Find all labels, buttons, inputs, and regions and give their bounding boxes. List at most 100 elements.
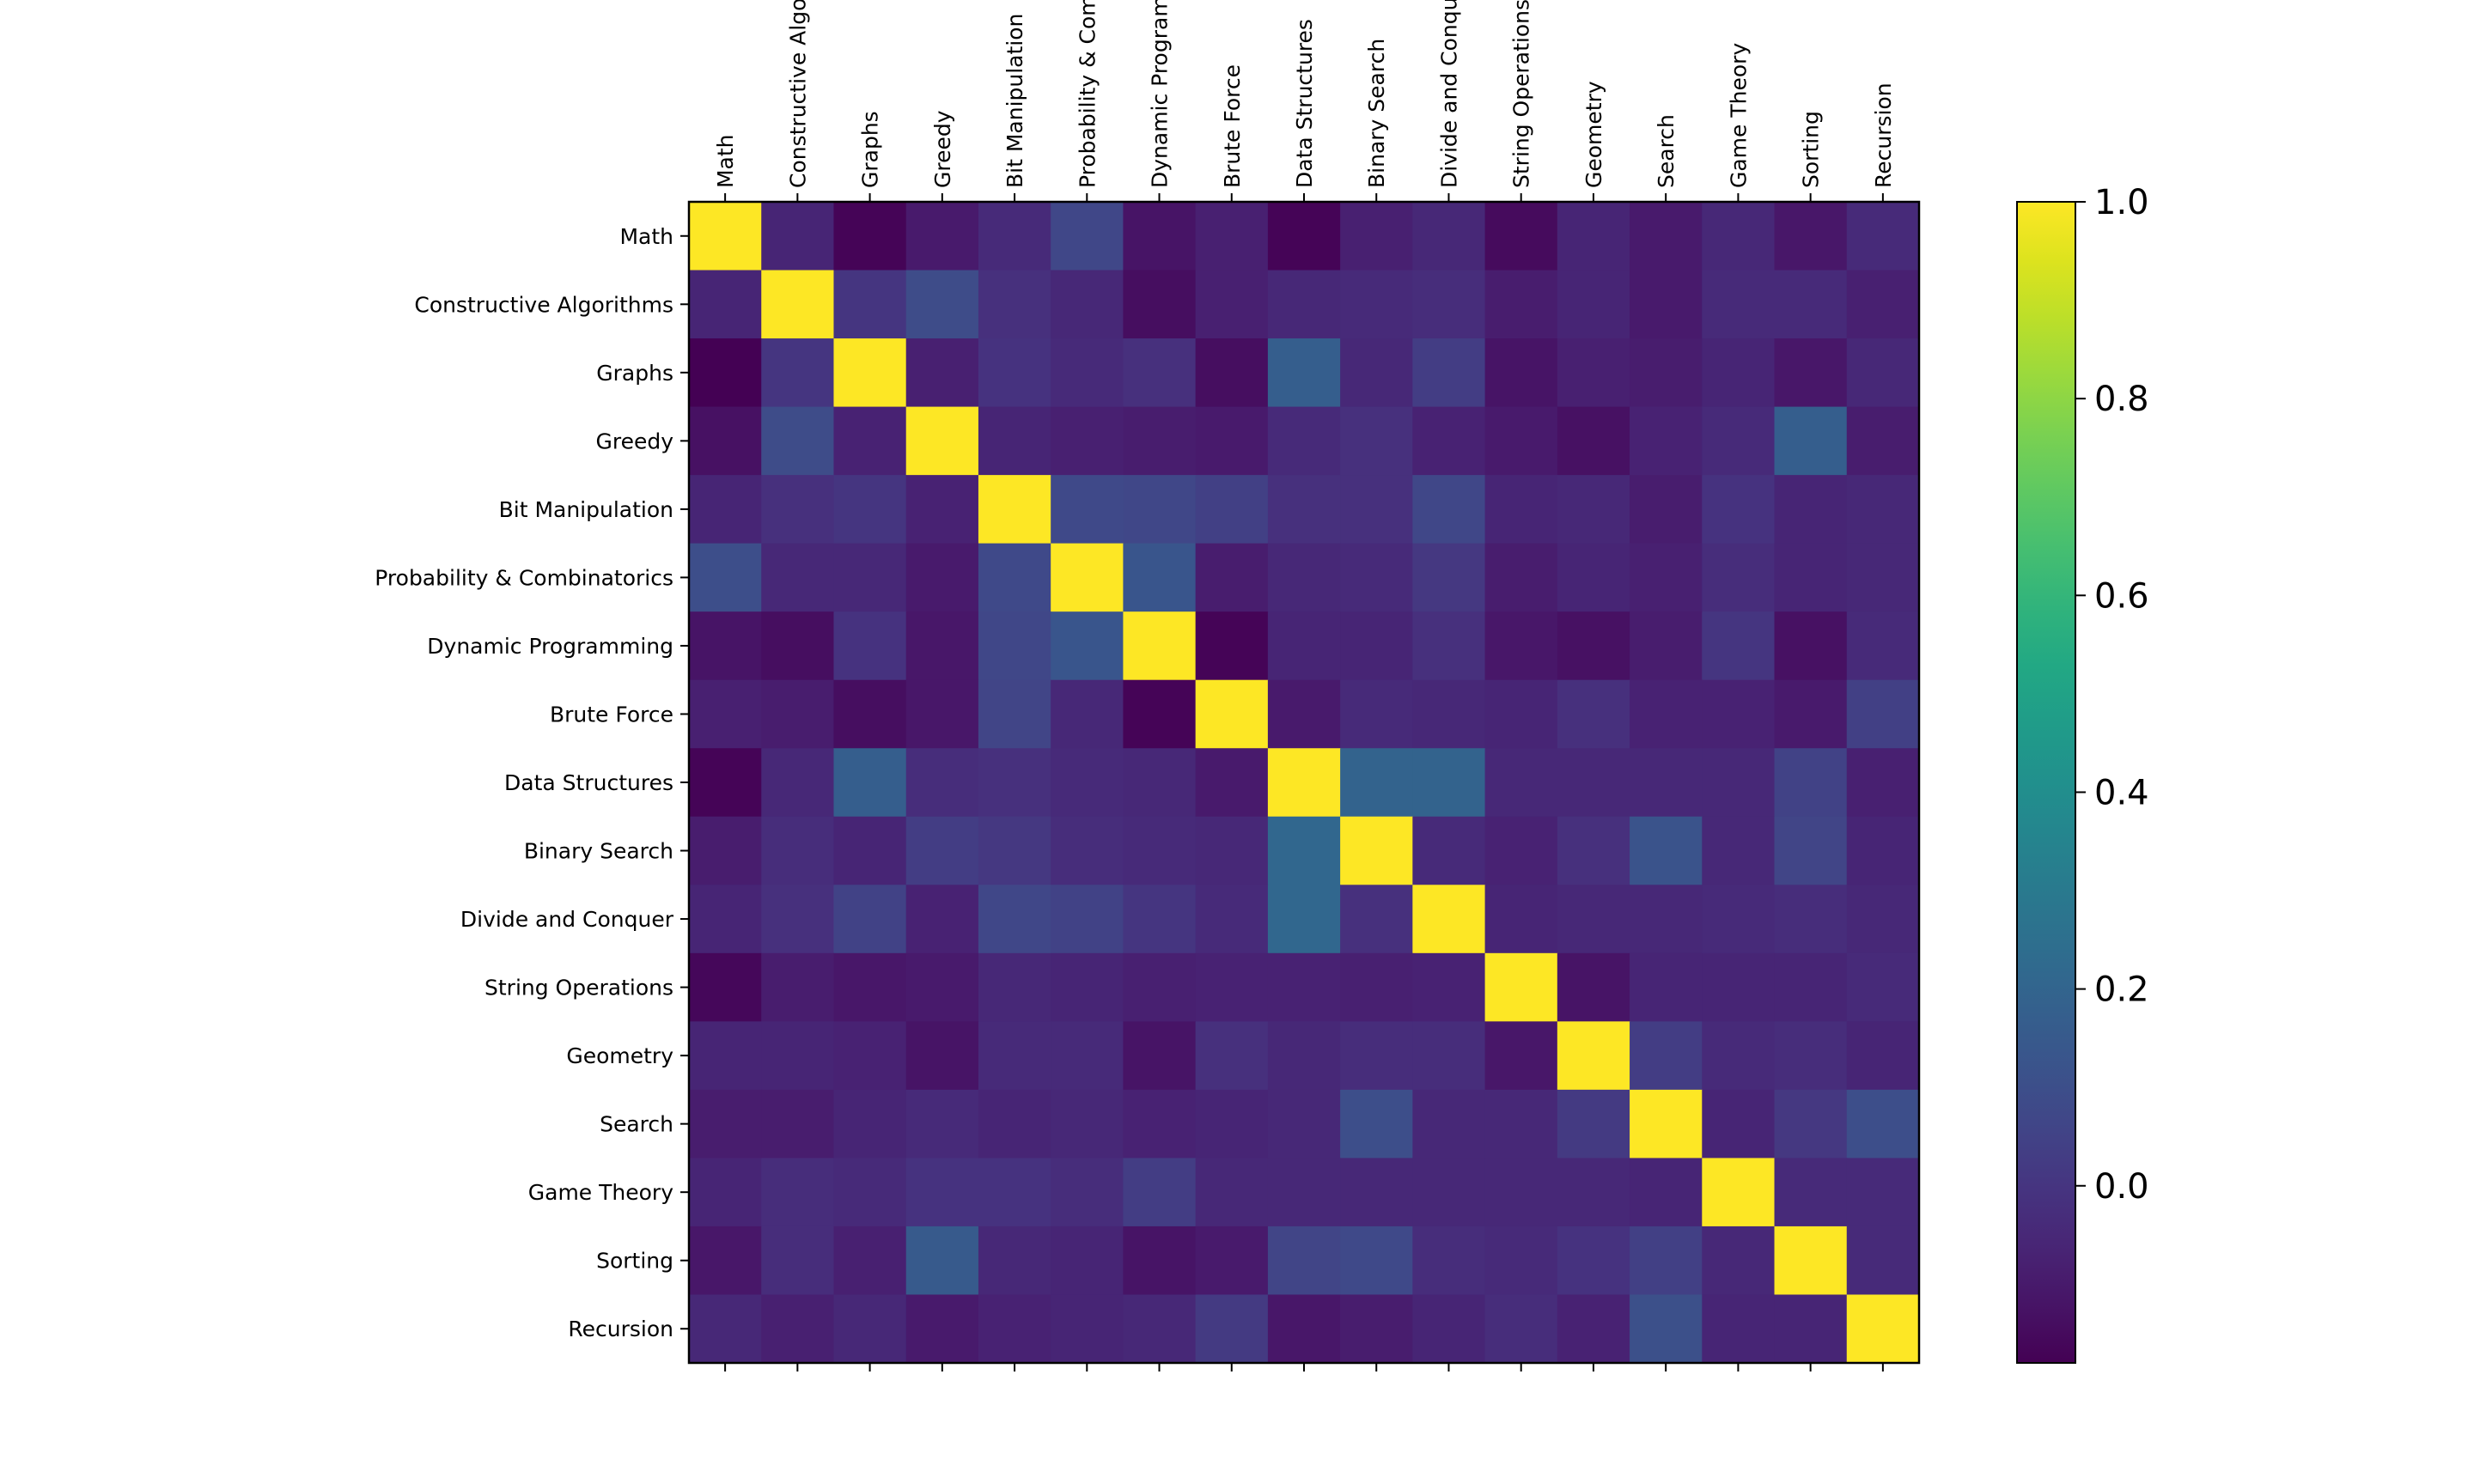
heatmap-cell [1846, 1226, 1920, 1296]
heatmap-cell [1412, 475, 1486, 544]
heatmap-cell [905, 475, 979, 544]
heatmap-cell [1846, 543, 1920, 612]
heatmap-cell [833, 611, 907, 681]
heatmap-cell [1412, 1294, 1486, 1364]
heatmap-cell [1557, 338, 1630, 408]
heatmap-cell [689, 885, 762, 954]
heatmap-cell [1774, 475, 1848, 544]
x-tick-label: Recursion [1871, 82, 1896, 188]
heatmap-cell [1195, 611, 1269, 681]
heatmap-cell [1051, 952, 1124, 1022]
heatmap-cell [1267, 1294, 1341, 1364]
heatmap-cell [1846, 270, 1920, 339]
y-tick-label: Data Structures [504, 770, 673, 795]
heatmap-cell [1267, 1226, 1341, 1296]
heatmap-cell [1774, 338, 1848, 408]
heatmap-cell [1557, 1294, 1630, 1364]
heatmap-cell [1630, 543, 1703, 612]
heatmap-cell [905, 1226, 979, 1296]
heatmap-cell [833, 748, 907, 818]
heatmap-cell [978, 202, 1051, 271]
heatmap-cell [905, 543, 979, 612]
y-tick-label: Constructive Algorithms [414, 292, 673, 317]
heatmap-cell [1051, 1089, 1124, 1159]
heatmap-cell [761, 338, 835, 408]
heatmap-cell [1195, 1089, 1269, 1159]
heatmap-cell [1051, 679, 1124, 749]
heatmap-cell [833, 1294, 907, 1364]
x-tick-label: Sorting [1799, 111, 1824, 188]
x-tick-label: Constructive Algorithms [785, 0, 810, 188]
heatmap-cell [1702, 475, 1776, 544]
heatmap-cell [1195, 1158, 1269, 1227]
colorbar-tick-label: 0.6 [2094, 576, 2149, 616]
heatmap-cell [1340, 1158, 1413, 1227]
y-tick-label: Probability & Combinatorics [375, 565, 673, 590]
heatmap-cell [905, 338, 979, 408]
heatmap-cell [1267, 679, 1341, 749]
heatmap-cell [1557, 611, 1630, 681]
heatmap-cell [1846, 202, 1920, 271]
heatmap-cell [761, 1158, 835, 1227]
heatmap-cell [1484, 338, 1558, 408]
heatmap-cell [761, 543, 835, 612]
heatmap-cell [689, 1021, 762, 1091]
heatmap-cell [905, 816, 979, 885]
heatmap-cell [1774, 1021, 1848, 1091]
heatmap-cell [905, 270, 979, 339]
heatmap-cell [1123, 952, 1197, 1022]
colorbar-gradient [2016, 201, 2076, 1364]
heatmap-cell [1123, 1021, 1197, 1091]
heatmap-cells [689, 202, 1920, 1364]
heatmap-cell [1774, 270, 1848, 339]
heatmap-cell [833, 475, 907, 544]
heatmap-cell [1267, 952, 1341, 1022]
heatmap-cell [1340, 611, 1413, 681]
heatmap-cell [1702, 1294, 1776, 1364]
heatmap-cell [1267, 748, 1341, 818]
heatmap-cell [1557, 475, 1630, 544]
heatmap-cell [761, 202, 835, 271]
heatmap-cell [1412, 679, 1486, 749]
heatmap-cell [1774, 1158, 1848, 1227]
heatmap-cell [1484, 1021, 1558, 1091]
heatmap-cell [1340, 338, 1413, 408]
heatmap-cell [1051, 1158, 1124, 1227]
heatmap-cell [1340, 748, 1413, 818]
heatmap-cell [833, 406, 907, 476]
heatmap-cell [1051, 270, 1124, 339]
heatmap-cell [1340, 202, 1413, 271]
x-tick-label: Greedy [930, 110, 955, 188]
heatmap-cell [905, 202, 979, 271]
heatmap-cell [1412, 952, 1486, 1022]
heatmap-cell [1123, 338, 1197, 408]
heatmap-cell [1123, 1158, 1197, 1227]
heatmap-cell [1412, 611, 1486, 681]
heatmap-cell [1123, 202, 1197, 271]
heatmap-cell [1630, 816, 1703, 885]
heatmap-cell [833, 952, 907, 1022]
x-tick-label: Dynamic Programming [1148, 0, 1173, 188]
colorbar: 0.0 0.2 0.4 0.6 0.8 1.0 [2016, 183, 2149, 1364]
heatmap-cell [1123, 816, 1197, 885]
heatmap-cell [1484, 679, 1558, 749]
heatmap-cell [1557, 816, 1630, 885]
heatmap-cell [1412, 748, 1486, 818]
heatmap-cell [1846, 1089, 1920, 1159]
heatmap-cell [1702, 270, 1776, 339]
heatmap-cell [833, 1158, 907, 1227]
heatmap-cell [833, 543, 907, 612]
heatmap-cell [761, 885, 835, 954]
heatmap-cell [1846, 406, 1920, 476]
heatmap-cell [978, 611, 1051, 681]
y-tick-label: Game Theory [528, 1180, 673, 1205]
colorbar-tick-label: 0.4 [2094, 773, 2149, 812]
x-tick-label: Game Theory [1726, 43, 1751, 188]
heatmap-cell [1630, 475, 1703, 544]
heatmap-cell [905, 952, 979, 1022]
heatmap-cell [1630, 406, 1703, 476]
heatmap-cell [1846, 1021, 1920, 1091]
heatmap-cell [1774, 816, 1848, 885]
heatmap-cell [1340, 1294, 1413, 1364]
heatmap-cell [1846, 611, 1920, 681]
